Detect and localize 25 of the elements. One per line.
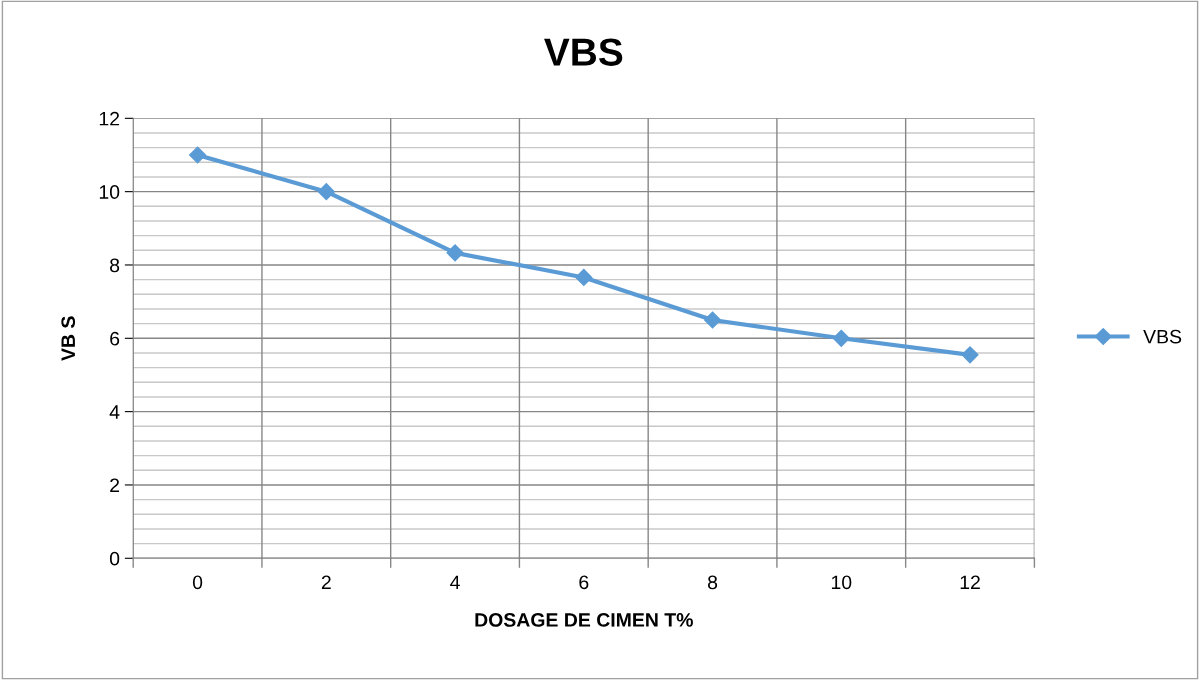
- x-tick-label: 8: [707, 575, 718, 590]
- x-tick-label: 12: [960, 575, 980, 590]
- y-tick-label: 8: [110, 258, 120, 273]
- y-tick-label: 4: [109, 405, 120, 419]
- x-tick-label: 10: [831, 575, 852, 590]
- point: [961, 346, 979, 364]
- x-tick-label: 6: [579, 575, 589, 590]
- y-tick-label: 2: [110, 478, 120, 492]
- y-tick-label: 0: [109, 551, 120, 566]
- y-axis-title: VB S: [61, 316, 76, 361]
- y-tick-label: 10: [99, 185, 120, 199]
- legend-label: VBS: [1143, 329, 1182, 344]
- point: [189, 146, 207, 164]
- x-tick-label: 2: [321, 575, 331, 590]
- x-tick-label: 0: [192, 575, 203, 590]
- point: [446, 244, 464, 262]
- y-tick-label: 6: [110, 331, 120, 346]
- chart-title: VBS: [544, 38, 623, 66]
- x-tick-label: 4: [450, 575, 460, 590]
- point: [575, 268, 593, 286]
- point: [317, 183, 335, 201]
- y-tick-label: 12: [99, 111, 120, 126]
- point: [703, 311, 722, 329]
- x-axis-title: DOSAGE DE CIMEN T%: [475, 613, 693, 627]
- point: [832, 329, 850, 347]
